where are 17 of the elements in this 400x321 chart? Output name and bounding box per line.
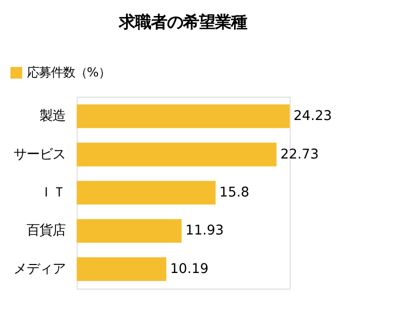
bar: [76, 219, 182, 243]
data-label: 15.8: [219, 186, 250, 201]
bar: [76, 257, 166, 281]
y-tick-label: メディア: [14, 262, 66, 277]
bar: [76, 104, 290, 128]
y-tick-label: ＩＴ: [40, 186, 66, 201]
data-label: 22.73: [280, 147, 319, 162]
data-label: 10.19: [170, 262, 209, 277]
bar: [76, 180, 216, 205]
bar: [76, 142, 277, 166]
y-tick-label: 百貨店: [26, 222, 66, 239]
legend-label: 応募件数（%）: [26, 64, 111, 80]
y-tick-label: 製造: [40, 109, 66, 124]
data-label: 11.93: [185, 224, 224, 239]
y-tick-label: サービス: [14, 147, 66, 162]
chart-title: 求職者の希望業種: [118, 12, 248, 32]
data-label: 24.23: [294, 109, 332, 124]
